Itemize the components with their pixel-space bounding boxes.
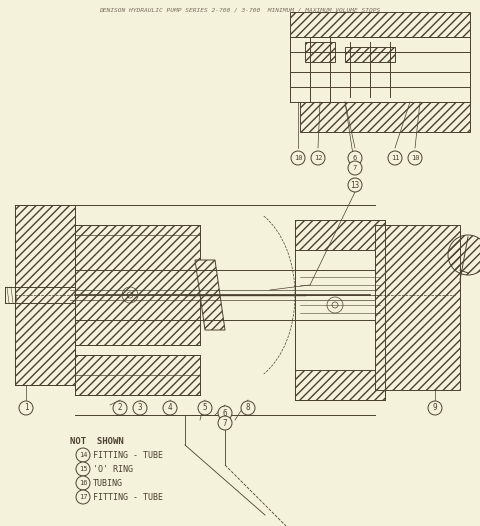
Circle shape bbox=[76, 490, 90, 504]
Bar bbox=[75, 225, 200, 345]
Text: 14: 14 bbox=[79, 452, 87, 458]
Text: 2: 2 bbox=[118, 403, 122, 412]
Circle shape bbox=[198, 401, 212, 415]
Text: FITTING - TUBE: FITTING - TUBE bbox=[93, 492, 163, 501]
Circle shape bbox=[76, 476, 90, 490]
Text: NOT  SHOWN: NOT SHOWN bbox=[70, 437, 124, 446]
Text: 8: 8 bbox=[246, 403, 250, 412]
Circle shape bbox=[218, 406, 232, 420]
Bar bbox=[295, 220, 385, 250]
Circle shape bbox=[76, 448, 90, 462]
Text: 10: 10 bbox=[411, 155, 419, 161]
Text: 3: 3 bbox=[138, 403, 142, 412]
Circle shape bbox=[218, 416, 232, 430]
Circle shape bbox=[19, 401, 33, 415]
Text: FITTING - TUBE: FITTING - TUBE bbox=[93, 450, 163, 460]
Bar bbox=[75, 355, 200, 395]
Text: TUBING: TUBING bbox=[93, 479, 123, 488]
Bar bbox=[345, 47, 395, 62]
Polygon shape bbox=[300, 102, 470, 132]
Bar bbox=[15, 205, 75, 385]
Text: 6: 6 bbox=[353, 155, 357, 161]
Circle shape bbox=[408, 151, 422, 165]
Bar bbox=[375, 225, 460, 390]
Text: 'O' RING: 'O' RING bbox=[93, 464, 133, 473]
Text: 17: 17 bbox=[79, 494, 87, 500]
Text: DENISON HYDRAULIC PUMP SERIES 2-700 / 3-700  MINIMUM / MAXIMUM VOLUME STOPS: DENISON HYDRAULIC PUMP SERIES 2-700 / 3-… bbox=[99, 8, 381, 13]
Circle shape bbox=[133, 401, 147, 415]
Circle shape bbox=[388, 151, 402, 165]
Circle shape bbox=[291, 151, 305, 165]
Text: 1: 1 bbox=[24, 403, 28, 412]
Text: 10: 10 bbox=[294, 155, 302, 161]
Bar bbox=[295, 370, 385, 400]
Bar bbox=[305, 42, 335, 62]
Text: 13: 13 bbox=[350, 180, 360, 189]
Circle shape bbox=[241, 401, 255, 415]
Text: 6: 6 bbox=[223, 409, 228, 418]
Text: 16: 16 bbox=[79, 480, 87, 486]
Polygon shape bbox=[290, 12, 470, 37]
Circle shape bbox=[348, 151, 362, 165]
Text: 12: 12 bbox=[314, 155, 322, 161]
Circle shape bbox=[348, 161, 362, 175]
Text: 5: 5 bbox=[203, 403, 207, 412]
Text: 4: 4 bbox=[168, 403, 172, 412]
Circle shape bbox=[311, 151, 325, 165]
Circle shape bbox=[163, 401, 177, 415]
Circle shape bbox=[113, 401, 127, 415]
Text: 7: 7 bbox=[353, 165, 357, 171]
Text: 7: 7 bbox=[223, 419, 228, 428]
Text: 9: 9 bbox=[432, 403, 437, 412]
Text: 15: 15 bbox=[79, 466, 87, 472]
Text: 11: 11 bbox=[391, 155, 399, 161]
Circle shape bbox=[348, 178, 362, 192]
Polygon shape bbox=[195, 260, 225, 330]
Circle shape bbox=[76, 462, 90, 476]
Circle shape bbox=[428, 401, 442, 415]
